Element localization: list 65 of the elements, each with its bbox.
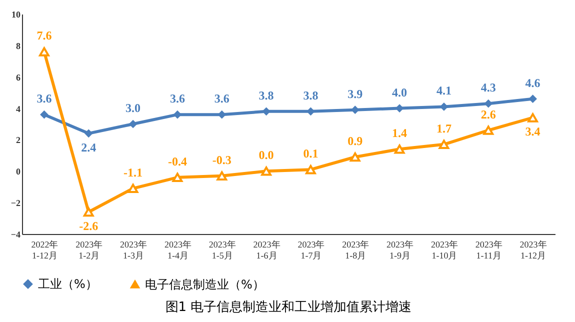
data-label: -0.3: [212, 152, 232, 167]
data-label: 1.4: [392, 126, 408, 140]
y-tick-label: 10: [12, 10, 21, 20]
point: [262, 107, 270, 116]
x-tick-label: 2023年 1-3月: [120, 240, 148, 260]
point: [528, 113, 538, 122]
point: [483, 126, 494, 135]
data-label: 4.6: [525, 76, 540, 90]
data-label: 0.1: [303, 146, 318, 161]
x-tick-label: 2023年 1-5月: [208, 240, 236, 260]
point: [528, 94, 537, 104]
y-tick-label: 6: [16, 72, 21, 82]
point: [83, 207, 94, 217]
data-label: 3.6: [36, 92, 52, 106]
point: [128, 184, 138, 194]
x-tick-label: 2023年 1-7月: [298, 240, 325, 260]
data-label: 2.6: [480, 107, 496, 122]
data-label: 7.6: [36, 28, 52, 43]
data-label: 3.8: [258, 88, 274, 102]
y-tick-label: −2: [10, 198, 21, 208]
legend-label: 工业（%）: [38, 277, 98, 292]
y-tick-label: −4: [10, 230, 21, 240]
data-label: 3.4: [525, 124, 540, 139]
data-label: 3.6: [214, 92, 230, 106]
y-tick-label: 0: [16, 166, 21, 177]
data-label: 3.6: [170, 92, 185, 106]
data-label: 1.7: [436, 121, 452, 136]
x-tick-label: 2023年 1-8月: [342, 240, 370, 260]
y-tick-label: 2: [16, 135, 21, 146]
point: [40, 110, 48, 119]
point: [84, 129, 93, 138]
x-tick-label: 2023年 1-9月: [386, 240, 414, 260]
x-tick-label: 2023年 1-12月: [520, 240, 547, 260]
point: [216, 171, 228, 180]
data-label: 3.8: [303, 88, 318, 102]
data-label: -0.4: [168, 154, 187, 168]
data-label: 4.0: [392, 85, 408, 100]
x-tick-label: 2023年 1-6月: [253, 240, 280, 260]
point: [172, 172, 183, 182]
point: [128, 120, 138, 128]
data-label: 4.1: [436, 84, 452, 98]
data-label: 3.0: [126, 101, 141, 115]
x-tick-label: 2023年 1-11月: [475, 240, 502, 260]
point: [438, 140, 450, 150]
data-label: 2.4: [81, 140, 96, 154]
point: [306, 164, 316, 174]
data-label: -1.1: [124, 165, 143, 180]
point: [394, 144, 405, 154]
y-tick-label: 4: [16, 104, 21, 114]
x-tick-label: 2022年 1-12月: [31, 240, 58, 260]
data-label: 0.9: [348, 134, 363, 148]
legend-label: 电子信息制造业（%）: [145, 277, 264, 292]
data-label: 3.9: [348, 86, 363, 101]
data-label: 4.3: [480, 80, 496, 95]
point: [39, 47, 50, 56]
point: [261, 166, 272, 176]
point: [350, 152, 360, 162]
point: [306, 107, 315, 116]
text: 图1 电子信息制造业和工业增加值累计增速: [165, 300, 412, 315]
data-label: 0.0: [258, 148, 274, 162]
data-label: -2.6: [79, 219, 98, 233]
y-tick-label: 8: [16, 40, 21, 51]
x-tick-label: 2023年 1-4月: [164, 240, 192, 260]
x-tick-label: 2023年 1-10月: [430, 240, 458, 260]
x-tick-label: 2023年 1-2月: [76, 240, 103, 260]
